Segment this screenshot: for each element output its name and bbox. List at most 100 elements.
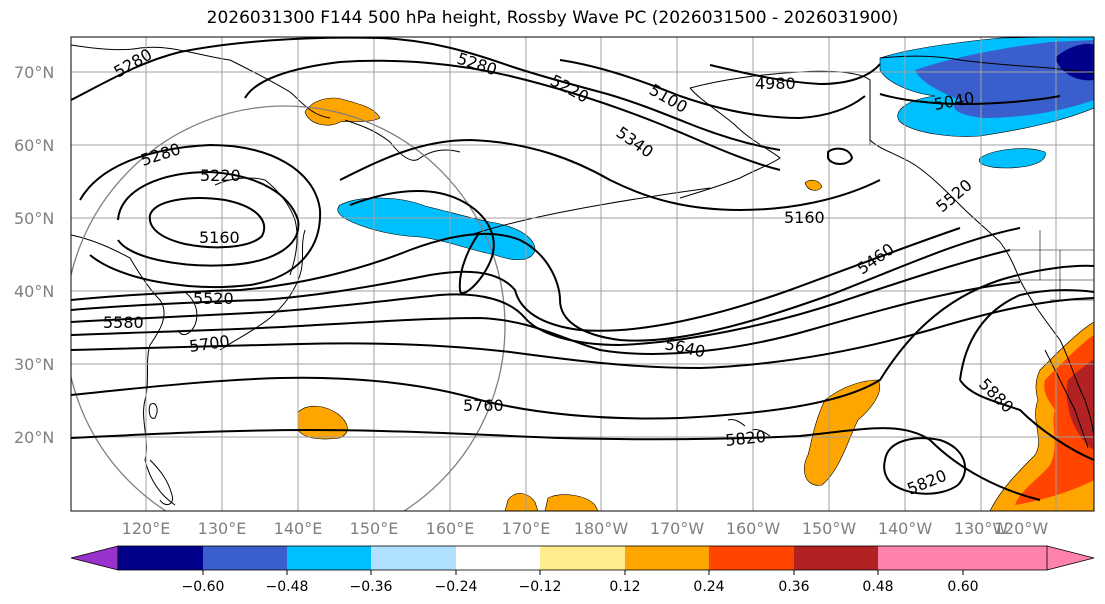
colorbar-tick-label: 0.36 <box>778 579 809 595</box>
lon-label: 180°W <box>574 519 629 538</box>
colorbar-outline <box>117 545 1048 571</box>
political-borders <box>869 80 1094 301</box>
anomaly-negative-pacific <box>337 197 536 260</box>
focus-circle <box>71 105 506 511</box>
lon-label: 150°E <box>350 519 399 538</box>
contour-5760 <box>71 264 1094 420</box>
colorbar-segment <box>287 546 371 570</box>
lon-label: 150°W <box>802 519 857 538</box>
contour-5880 <box>959 289 1094 461</box>
coastline-arctic-canada <box>879 55 1094 75</box>
lon-label: 140°E <box>274 519 323 538</box>
contour-label: 5520 <box>193 289 234 308</box>
contour-label: 5160 <box>784 208 825 227</box>
coastline-china-east <box>71 234 176 506</box>
lon-label: 160°E <box>426 519 475 538</box>
contour-5280-north <box>71 37 601 101</box>
contour-5280-arc <box>599 91 781 151</box>
colorbar-tick-label: 0.24 <box>693 579 724 595</box>
colorbar-tick-marks <box>202 570 964 575</box>
height-contours <box>71 37 1094 501</box>
coastline-canada-west <box>999 241 1094 441</box>
colorbar-segment <box>709 546 794 570</box>
colorbar-segment <box>540 546 625 570</box>
colorbar-tick-label: −0.36 <box>350 579 393 595</box>
contour-5820 <box>71 427 1041 501</box>
map-frame <box>70 36 1095 512</box>
anomaly-negative-canada <box>978 148 1046 169</box>
colorbar-segment <box>625 546 709 570</box>
colorbar-tick-label: 0.60 <box>947 579 978 595</box>
colorbar-extend-low <box>70 545 119 571</box>
colorbar-extend-high <box>878 546 1094 570</box>
contour-5820-ring <box>883 437 967 495</box>
coastline-philippines <box>149 459 174 506</box>
contour-5040 <box>879 93 1061 106</box>
colorbar-outline-right <box>1046 545 1095 571</box>
contour-5460 <box>71 227 1021 342</box>
contour-label: 5580 <box>103 313 144 332</box>
contour-5640 <box>71 281 1021 355</box>
coastline-baja <box>1044 349 1089 449</box>
contour-label: 5820 <box>724 427 766 450</box>
contour-5220-ring <box>117 170 300 267</box>
contour-5340-trough <box>339 138 881 212</box>
contour-5100 <box>559 59 866 120</box>
lat-label: 20°N <box>14 428 54 447</box>
border-us-states <box>1010 230 1094 301</box>
anomaly-positive-mexico-max <box>1066 358 1094 450</box>
anomaly-positive-tropics-b <box>544 494 599 511</box>
colorbar-tick-label: 0.48 <box>862 579 893 595</box>
coastline-aleutians <box>469 187 711 236</box>
lon-label: 170°W <box>650 519 705 538</box>
lat-label: 30°N <box>14 355 54 374</box>
colorbar-tick-label: −0.60 <box>182 579 225 595</box>
colorbar-segment <box>371 546 456 570</box>
colorbar-segment <box>203 546 287 570</box>
lat-label: 70°N <box>14 63 54 82</box>
contour-5400 <box>349 190 495 295</box>
anomaly-positive-aleutian <box>804 179 823 191</box>
contour-label: 5220 <box>200 166 241 185</box>
contour-5520 <box>71 227 961 332</box>
coastline-asia-north <box>71 44 331 119</box>
contour-5700 <box>71 297 1094 370</box>
coastline-korea <box>177 291 198 336</box>
lon-label: 140°W <box>878 519 933 538</box>
lon-label: 120°W <box>994 519 1049 538</box>
colorbar: −0.60 −0.48 −0.36 −0.24 −0.12 0.12 0.24 … <box>70 545 1095 595</box>
anomaly-negative-arctic-max <box>1055 43 1094 81</box>
anomaly-positive-tropics-a <box>504 493 539 511</box>
contour-5160-ring <box>148 197 266 249</box>
anomaly-positive-hawaii <box>804 379 880 486</box>
contour-5280-ring <box>79 143 322 288</box>
latitude-labels: 70°N 60°N 50°N 40°N 30°N 20°N <box>14 63 54 447</box>
colorbar-tick-label: −0.24 <box>435 579 478 595</box>
lat-label: 40°N <box>14 282 54 301</box>
contour-5220-a <box>244 59 781 171</box>
coastline-hawaii <box>727 419 771 437</box>
contour-4980 <box>709 63 881 86</box>
colorbar-tick-label: 0.12 <box>609 579 640 595</box>
lon-label: 170°E <box>502 519 551 538</box>
lon-label: 130°E <box>198 519 247 538</box>
contour-5580 <box>71 249 1011 347</box>
colorbar-segment <box>794 546 878 570</box>
contour-label: 5160 <box>199 228 240 247</box>
contour-label: 4980 <box>755 74 796 93</box>
coastline-alaska-west <box>679 87 781 199</box>
coastline-kamchatka <box>344 119 461 161</box>
anomaly-positive-kamchatka <box>304 97 381 126</box>
contour-alaska-closed <box>827 147 854 165</box>
lon-label: 130°W <box>954 519 1009 538</box>
colorbar-tick-label: −0.48 <box>266 579 309 595</box>
map-title: 2026031300 F144 500 hPa height, Rossby W… <box>206 8 899 28</box>
colorbar-segment <box>456 546 540 570</box>
lat-label: 50°N <box>14 209 54 228</box>
lat-label: 60°N <box>14 136 54 155</box>
longitude-labels: 120°E 130°E 140°E 150°E 160°E 170°E 180°… <box>122 519 1049 538</box>
lon-label: 120°E <box>122 519 171 538</box>
contour-label: 5760 <box>463 396 504 415</box>
colorbar-segment <box>118 546 203 570</box>
